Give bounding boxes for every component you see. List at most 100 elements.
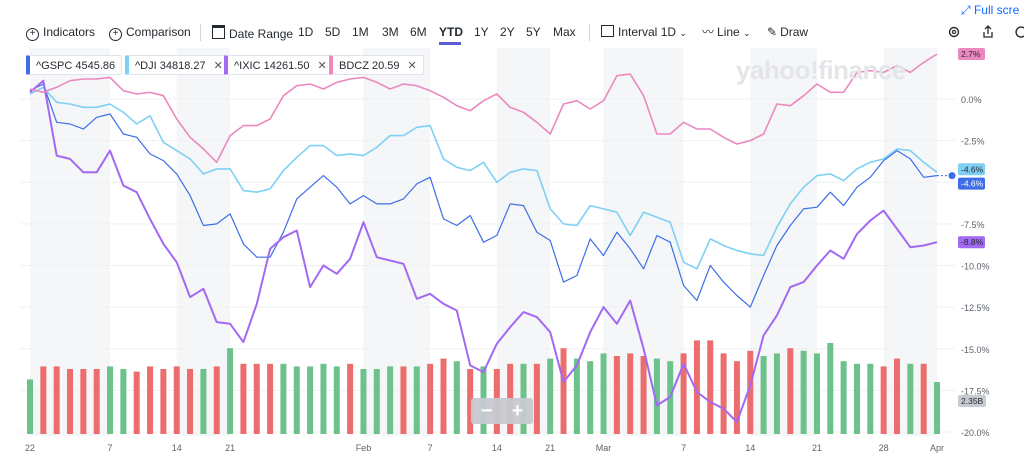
series-line-ixic [29,79,938,423]
last-value-badge [958,236,985,249]
yahoo-finance-watermark: yahoo!finance [736,55,906,85]
volume-bar [307,366,314,434]
volume-bar [853,363,860,434]
last-value-badge [958,48,985,61]
expand-icon: ⤢ [961,3,971,17]
week-band [750,48,817,436]
range-ytd[interactable]: YTD [439,25,463,39]
volume-bar [133,371,140,434]
volume-bar [680,353,687,434]
chart-toolbar: ⤢ Full scre + Indicators + Comparison Date… [0,0,1024,50]
volume-bar [907,363,914,434]
chart-type-dropdown[interactable]: 〰 Line ⌄ [702,25,751,39]
volume-bar [27,379,33,434]
range-1m[interactable]: 1M [352,25,369,39]
x-tick-label: 21 [812,443,822,453]
x-tick-label: 21 [545,443,555,453]
chip-dji[interactable]: ^DJI 34818.27 ✕ [125,55,230,75]
indicators-button[interactable]: + Indicators [26,25,95,41]
volume-bar [467,369,474,434]
range-3m[interactable]: 3M [382,25,399,39]
volume-bar [773,353,780,434]
chevron-down-icon: ⌄ [743,28,751,38]
series-line-bdcz [29,53,938,164]
date-range-button[interactable]: Date Range [212,25,293,41]
zoom-out-button[interactable]: − [480,400,493,422]
toolbar-divider [200,24,201,41]
volume-bar [187,369,194,434]
plus-circle-icon: + [109,28,122,41]
chip-ixic[interactable]: ^IXIC 14261.50 ✕ [224,55,334,75]
volume-bar [653,358,660,434]
volume-bar [453,361,460,434]
draw-button[interactable]: ✎ Draw [767,25,809,39]
comparison-button[interactable]: + Comparison [109,25,191,41]
volume-bar [920,363,927,434]
volume-bar [627,353,634,434]
full-screen-link[interactable]: ⤢ Full scre [961,3,1020,17]
chip-bdcz[interactable]: BDCZ 20.59 ✕ [329,55,424,75]
x-tick-label: Feb [356,443,372,453]
range-5y[interactable]: 5Y [526,25,541,39]
volume-bar [893,358,900,434]
x-tick-label: 7 [108,443,113,453]
x-tick-label: 14 [492,443,502,453]
volume-bar [934,382,940,434]
line-chart-icon: 〰 [702,25,715,39]
y-tick-label: -20.0% [961,428,990,438]
range-6m[interactable]: 6M [410,25,427,39]
last-value-text: -4.6% [961,164,984,174]
calendar-icon [212,25,225,39]
y-tick-label: -15.0% [961,345,990,355]
range-1y[interactable]: 1Y [474,25,489,39]
volume-bar [413,366,420,434]
last-value-text: 2.7% [961,49,981,59]
x-tick-label: Apr [930,443,944,453]
range-5d[interactable]: 5D [325,25,341,39]
volume-bar [333,366,340,434]
volume-bar [827,343,834,434]
range-1d[interactable]: 1D [298,25,314,39]
volume-bar [693,340,700,434]
close-icon[interactable]: ✕ [213,60,223,72]
volume-bar [800,350,807,434]
refresh-icon[interactable] [1014,25,1024,39]
volume-bar [707,340,714,434]
y-tick-label: -12.5% [961,303,990,313]
volume-bar [200,369,207,434]
volume-value-text: 2.35B [961,396,984,406]
y-tick-label: -10.0% [961,262,990,272]
volume-bar [53,366,60,434]
close-icon[interactable]: ✕ [407,60,417,72]
volume-bar [440,358,447,434]
series-line-gspc [29,83,938,308]
active-range-underline [439,42,461,45]
volume-bar [253,363,260,434]
volume-bar [373,369,380,434]
volume-bar [293,366,300,434]
zoom-control: − + [471,398,533,424]
share-icon[interactable] [981,25,995,39]
volume-bar [160,369,167,434]
last-value-text: -8.8% [961,237,984,247]
x-tick-label: 14 [172,443,182,453]
range-max[interactable]: Max [553,25,576,39]
chevron-down-icon: ⌄ [679,28,687,38]
volume-bar [867,363,874,434]
volume-bar [787,348,794,434]
volume-bar [213,366,220,434]
volume-bar [360,369,367,434]
chip-gspc[interactable]: ^GSPC 4545.86 [26,55,123,75]
y-tick-label: 0.0% [961,95,982,105]
settings-icon[interactable] [947,25,961,39]
interval-dropdown[interactable]: Interval 1D ⌄ [601,25,687,40]
range-2y[interactable]: 2Y [500,25,515,39]
volume-bar [600,353,607,434]
close-icon[interactable]: ✕ [317,60,327,72]
volume-bar [720,353,727,434]
volume-bar [560,348,567,434]
volume-bar [280,363,287,434]
volume-bar [347,363,354,434]
zoom-in-button[interactable]: + [511,400,524,422]
